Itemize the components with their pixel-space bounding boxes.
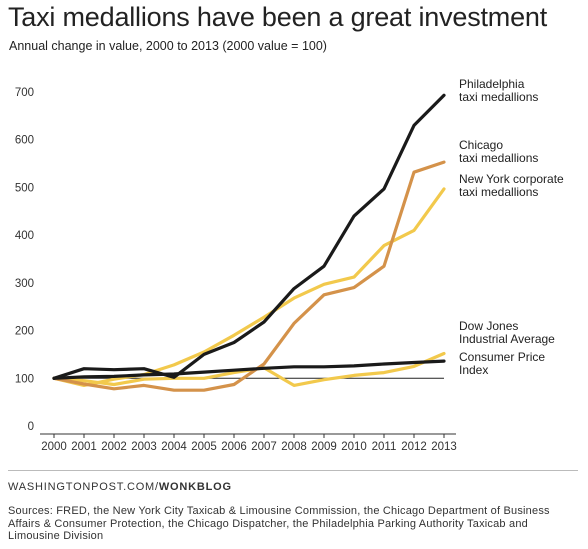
series-label-dow-jones-industrial-average: Dow Jones Industrial Average [459,319,555,346]
series-label-line: taxi medallions [459,90,538,104]
x-tick-label: 2008 [281,441,307,453]
series-label-line: Chicago [459,138,503,152]
chart-title: Taxi medallions have been a great invest… [8,2,548,32]
series-line-consumer-price-index [52,359,446,380]
chart-subtitle: Annual change in value, 2000 to 2013 (20… [9,39,327,53]
x-tick-label: 2001 [71,441,97,453]
series-label-line: taxi medallions [459,185,538,199]
sources-note: Sources: FRED, the New York City Taxicab… [8,505,550,542]
y-tick-label: 0 [28,421,34,433]
x-tick-label: 2002 [101,441,127,453]
x-tick-label: 2009 [311,441,337,453]
series-label-line: Philadelphia [459,77,525,91]
x-tick-label: 2000 [41,441,67,453]
series-label-line: Consumer Price [459,350,545,364]
y-tick-label: 100 [15,373,34,385]
series-label-new-york-corporate-taxi-medallions: New York corporate taxi medallions [459,172,564,199]
series-label-line: taxi medallions [459,151,538,165]
y-tick-label: 300 [15,278,34,290]
footer-divider [8,470,578,471]
line-chart: 0 100 200 300 400 500 600 700 2000 2001 2002 2003 20… [15,77,564,453]
x-tick-label: 2012 [401,441,427,453]
y-tick-label: 500 [15,182,34,194]
series-line-chicago-taxi-medallions [52,160,446,392]
series-line-philadelphia-taxi-medallions [52,93,446,380]
x-tick-label: 2003 [131,441,157,453]
series-label-philadelphia-taxi-medallions: Philadelphia taxi medallions [459,77,538,104]
y-tick-label: 200 [15,326,34,338]
x-tick-label: 2006 [221,441,247,453]
credit-line: WASHINGTONPOST.COM/WONKBLOG [8,481,232,493]
x-tick-label: 2004 [161,441,187,453]
y-tick-label: 600 [15,135,34,147]
y-tick-label: 700 [15,87,34,99]
x-tick-label: 2010 [341,441,367,453]
series-label-line: New York corporate [459,172,564,186]
x-tick-label: 2011 [372,441,397,453]
series-label-consumer-price-index: Consumer Price Index [459,350,545,377]
series-label-chicago-taxi-medallions: Chicago taxi medallions [459,138,538,165]
x-tick-label: 2013 [431,441,457,453]
series-label-line: Index [459,363,488,377]
series-line-new-york-corporate-taxi-medallions [52,187,446,387]
series-label-line: Industrial Average [459,332,555,346]
credit-site[interactable]: WASHINGTONPOST.COM/ [8,481,159,493]
credit-blog[interactable]: WONKBLOG [158,481,232,493]
x-tick-label: 2005 [191,441,217,453]
y-tick-label: 400 [15,230,34,242]
x-tick-label: 2007 [251,441,277,453]
series-label-line: Dow Jones [459,319,518,333]
